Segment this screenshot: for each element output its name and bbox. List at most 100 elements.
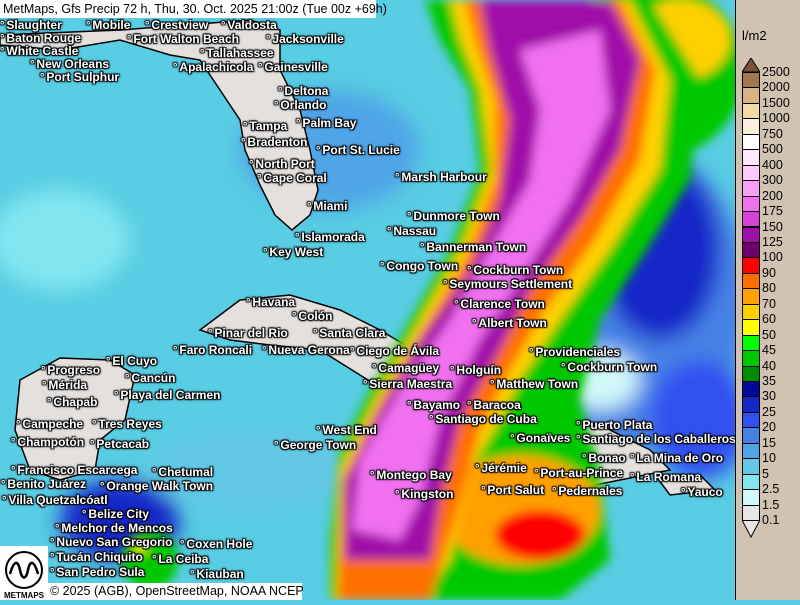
legend-swatch xyxy=(742,211,760,228)
legend-swatch xyxy=(742,473,760,491)
legend-swatch xyxy=(742,87,760,104)
city-label: Port Sulphur xyxy=(40,71,119,85)
legend-swatch xyxy=(742,118,760,135)
city-label: Dunmore Town xyxy=(407,210,499,224)
legend-swatch xyxy=(742,72,760,89)
legend-bottom-arrow-icon xyxy=(742,520,760,539)
legend-label: 50 xyxy=(762,327,776,342)
city-label: Fort Walton Beach xyxy=(127,33,239,47)
legend-label: 25 xyxy=(762,404,776,419)
legend-swatch xyxy=(742,504,760,522)
city-label: Tallahassee xyxy=(200,47,273,61)
legend-label: 2500 xyxy=(762,65,790,79)
legend-label: 80 xyxy=(762,281,776,296)
city-label: Cockburn Town xyxy=(467,264,563,278)
city-label: Yauco xyxy=(681,486,722,500)
city-label: Ciego de Ávila xyxy=(350,345,439,359)
city-label: Crestview xyxy=(145,19,208,33)
city-label: Nassau xyxy=(387,225,436,239)
city-label: Cancún xyxy=(125,372,175,386)
legend-swatch xyxy=(742,180,760,197)
legend-swatch xyxy=(742,226,760,243)
legend-swatch xyxy=(742,381,760,398)
city-label: Santiago de los Caballeros xyxy=(576,433,735,447)
city-label: La Romana xyxy=(630,471,701,485)
city-label: Baracoa xyxy=(467,399,520,413)
city-label: Benito Juárez xyxy=(1,478,86,492)
city-label: Francisco Escarcega xyxy=(11,464,137,478)
city-label: Gonaïves xyxy=(510,432,570,446)
legend-label: 1000 xyxy=(762,111,790,126)
legend-label: 175 xyxy=(762,204,783,219)
legend-label: 10 xyxy=(762,451,776,466)
city-label: Nuevo San Gregorio xyxy=(50,536,172,550)
city-label: Port Salut xyxy=(481,484,544,498)
city-label: Mérida xyxy=(42,379,87,393)
city-label: Champotón xyxy=(11,436,84,450)
city-label: Kingston xyxy=(395,488,453,502)
city-label: North Port xyxy=(249,158,314,172)
legend-top-arrow-icon xyxy=(742,58,760,72)
city-label: Miami xyxy=(307,200,347,214)
legend-label: 2.5 xyxy=(762,482,780,497)
city-label: Seymours Settlement xyxy=(443,278,572,292)
legend-label: 750 xyxy=(762,126,783,141)
city-label: Baton Rouge xyxy=(0,32,81,46)
legend-label: 35 xyxy=(762,374,776,388)
city-label: Tucán Chiquito xyxy=(50,551,142,565)
city-label: Faro Roncali xyxy=(173,344,252,358)
city-label: Albert Town xyxy=(472,317,546,331)
city-label: Bannerman Town xyxy=(420,241,526,255)
legend-label: 0.1 xyxy=(762,513,780,528)
city-label: Santa Clara xyxy=(313,327,385,341)
legend-swatch xyxy=(742,303,760,321)
legend-swatch xyxy=(742,195,760,213)
city-label: New Orleans xyxy=(30,58,109,72)
legend-label: 125 xyxy=(762,234,783,249)
city-label: Camagüey xyxy=(372,362,439,376)
legend-swatch xyxy=(742,365,760,382)
city-label: Islamorada xyxy=(295,231,364,245)
legend-label: 90 xyxy=(762,265,776,280)
city-label: Port-au-Prince xyxy=(534,467,623,481)
city-label: Clarence Town xyxy=(454,298,544,312)
city-label: Slaughter xyxy=(0,19,61,33)
city-label: Havana xyxy=(246,296,295,310)
legend-swatch xyxy=(742,458,760,475)
city-label: El Cuyo xyxy=(106,355,157,369)
city-label: Chetumal xyxy=(152,466,213,480)
legend-label: 1500 xyxy=(762,95,790,110)
city-label: Bayamo xyxy=(407,399,460,413)
attribution: © 2025 (AGB), OpenStreetMap, NOAA NCEP xyxy=(48,583,304,600)
city-label: Holguín xyxy=(450,364,501,378)
city-label: George Town xyxy=(274,439,356,453)
city-label: Belize City xyxy=(82,508,149,522)
legend-label: 200 xyxy=(762,188,783,203)
city-label: Sierra Maestra xyxy=(363,378,452,392)
legend-label: 300 xyxy=(762,173,783,188)
legend-label: 400 xyxy=(762,157,783,172)
legend-label: 70 xyxy=(762,296,776,311)
legend-swatch xyxy=(742,442,760,460)
city-label: Jacksonville xyxy=(266,33,343,47)
city-label: Orange Walk Town xyxy=(100,480,213,494)
city-label: Puerto Plata xyxy=(576,419,652,433)
city-label: Congo Town xyxy=(380,260,458,274)
legend-label: 20 xyxy=(762,420,776,435)
legend-swatch xyxy=(742,427,760,444)
legend-swatch xyxy=(742,102,760,120)
legend-label: 500 xyxy=(762,142,783,157)
legend-swatch xyxy=(742,489,760,506)
city-label: San Pedro Sula xyxy=(50,566,144,580)
city-label: Pedernales xyxy=(552,485,622,499)
city-label: Bradenton xyxy=(241,136,307,150)
city-label: Key West xyxy=(263,246,323,260)
city-label: La Mina de Oro xyxy=(630,452,723,466)
city-label: Apalachicola xyxy=(173,61,253,75)
city-label: Kiauban xyxy=(190,568,243,582)
city-label: Playa del Carmen xyxy=(114,389,220,403)
city-label: Gainesville xyxy=(258,61,327,75)
legend-swatch xyxy=(742,149,760,166)
legend-label: 5 xyxy=(762,466,769,481)
city-label: Marsh Harbour xyxy=(395,171,486,185)
